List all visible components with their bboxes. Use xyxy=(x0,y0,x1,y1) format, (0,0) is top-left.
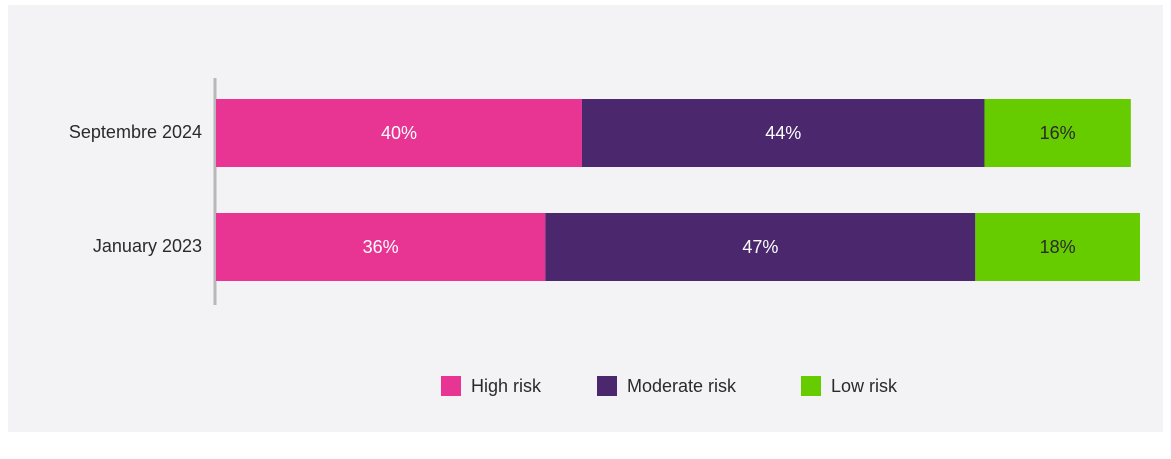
value-label: 36% xyxy=(363,237,399,257)
bar-segment xyxy=(216,213,546,281)
legend-swatch xyxy=(441,376,461,396)
value-label: 16% xyxy=(1040,123,1076,143)
legend-swatch xyxy=(597,376,617,396)
legend-label: Moderate risk xyxy=(627,376,737,396)
bar-segment xyxy=(216,99,582,167)
bar-segment xyxy=(545,213,976,281)
category-label: January 2023 xyxy=(93,236,202,256)
value-label: 47% xyxy=(742,237,778,257)
value-label: 44% xyxy=(765,123,801,143)
value-label: 40% xyxy=(381,123,417,143)
legend-swatch xyxy=(801,376,821,396)
bar-segment xyxy=(984,99,1131,167)
value-label: 18% xyxy=(1040,237,1076,257)
bar-segment xyxy=(975,213,1140,281)
bar-segment xyxy=(581,99,985,167)
legend-label: Low risk xyxy=(831,376,898,396)
legend-label: High risk xyxy=(471,376,542,396)
category-label: Septembre 2024 xyxy=(69,122,202,142)
